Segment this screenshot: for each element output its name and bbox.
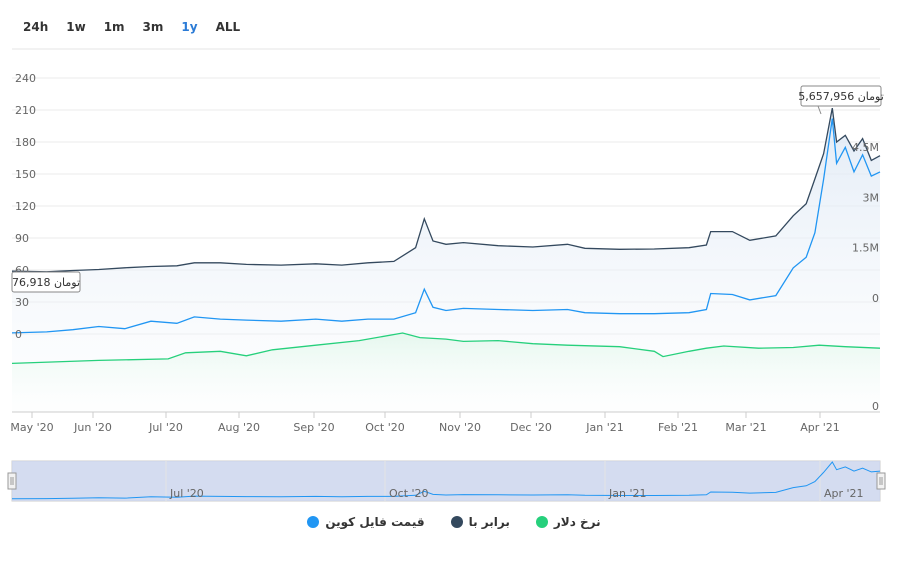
y-left-tick: 210 (15, 104, 36, 117)
tooltip-min-text: 76,918 تومان (12, 276, 80, 289)
x-tick: Jan '21 (585, 421, 623, 434)
x-tick: Nov '20 (439, 421, 481, 434)
range-1y-button[interactable]: 1y (181, 20, 198, 34)
tooltip-max-text: 5,657,956 تومان (798, 90, 884, 103)
tooltip-min: 76,918 تومان (11, 271, 81, 293)
x-tick: Aug '20 (218, 421, 260, 434)
legend-filecoin-dot (307, 516, 320, 528)
y-left-tick: 240 (15, 72, 36, 85)
legend-dollar-dot (535, 516, 548, 528)
navigator-left-handle[interactable] (7, 472, 17, 490)
range-24h-button[interactable]: 24h (23, 20, 49, 34)
legend-dollar-label: نرخ دلار (553, 515, 601, 529)
y-left-tick: 30 (15, 296, 29, 309)
y-left-tick: 90 (15, 232, 29, 245)
nav-label: Apr '21 (824, 487, 864, 500)
nav-label: Jul '20 (169, 487, 204, 500)
range-1w-button[interactable]: 1w (66, 20, 86, 34)
x-tick: May '20 (10, 421, 53, 434)
area-layer (12, 108, 880, 412)
x-tick: Jun '20 (73, 421, 112, 434)
y-left-tick: 150 (15, 168, 36, 181)
legend-equal-to[interactable]: برابر با (450, 515, 510, 529)
series-line (11, 332, 881, 365)
navigator-right-handle[interactable] (876, 472, 886, 490)
x-tick: Apr '21 (800, 421, 840, 434)
y-left-tick: 0 (15, 328, 22, 341)
series-line (11, 118, 881, 334)
legend-equal-dot (450, 516, 463, 528)
navigator[interactable]: Jul '20 Oct '20 Jan '21 Apr '21 (7, 460, 886, 502)
x-tick: Sep '20 (293, 421, 334, 434)
x-tick: Oct '20 (365, 421, 405, 434)
series-line (11, 107, 881, 273)
y-dollar-tick: 0 (872, 400, 879, 413)
y-left-tick: 180 (15, 136, 36, 149)
range-1m-button[interactable]: 1m (103, 20, 125, 34)
legend-dollar-rate[interactable]: نرخ دلار (535, 515, 601, 529)
legend-filecoin-label: قیمت فایل کوین (325, 515, 425, 529)
range-3m-button[interactable]: 3m (142, 20, 164, 34)
y-right-tick: 1.5M (852, 242, 879, 255)
series-area (12, 333, 880, 412)
x-tick: Jul '20 (148, 421, 183, 434)
range-all-button[interactable]: ALL (215, 20, 241, 34)
y-right-tick: 4.5M (852, 141, 879, 154)
x-tick: Dec '20 (510, 421, 552, 434)
tooltip-max: 5,657,956 تومان (798, 85, 884, 115)
y-left-tick: 120 (15, 200, 36, 213)
nav-label: Jan '21 (608, 487, 646, 500)
legend-filecoin-price[interactable]: قیمت فایل کوین (307, 515, 425, 529)
y-right-tick: 0 (872, 292, 879, 305)
series-layer (11, 107, 881, 365)
y-right-tick: 3M (863, 191, 880, 204)
range-selector: 24h 1w 1m 3m 1y ALL (14, 16, 249, 38)
nav-label: Oct '20 (389, 487, 429, 500)
series-area (12, 108, 880, 412)
x-tick: Feb '21 (658, 421, 698, 434)
legend-equal-label: برابر با (468, 515, 510, 529)
legend: قیمت فایل کوین برابر با نرخ دلار (0, 515, 908, 529)
x-tick: Mar '21 (725, 421, 766, 434)
